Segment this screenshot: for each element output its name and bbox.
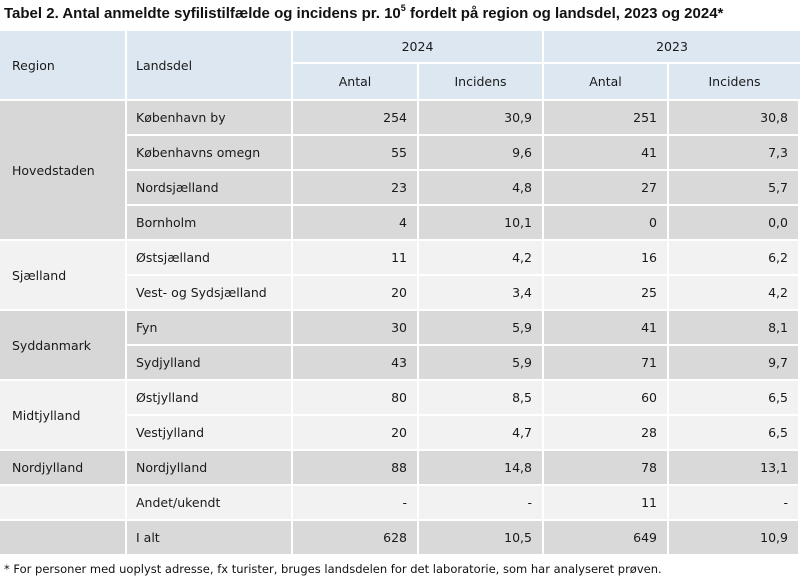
footnote: * For personer med uoplyst adresse, fx t… xyxy=(4,562,662,576)
cell-antal-2024: 23 xyxy=(293,171,417,204)
cell-incidens-2023: 6,2 xyxy=(669,241,798,274)
cell-antal-2023: 25 xyxy=(544,276,667,309)
cell-incidens-2023: - xyxy=(669,486,798,519)
cell-antal-2024: 20 xyxy=(293,276,417,309)
region-cell: Midtjylland xyxy=(0,381,125,449)
cell-landsdel: Østjylland xyxy=(127,381,291,414)
cell-incidens-2024: 4,7 xyxy=(419,416,542,449)
data-table: Region Landsdel 2024 2023 Antal Incidens… xyxy=(0,31,800,555)
cell-antal-2023: 251 xyxy=(544,101,667,134)
cell-landsdel: I alt xyxy=(127,521,291,554)
cell-incidens-2023: 5,7 xyxy=(669,171,798,204)
cell-antal-2024: 11 xyxy=(293,241,417,274)
cell-incidens-2023: 4,2 xyxy=(669,276,798,309)
region-cell-empty xyxy=(0,486,125,519)
cell-incidens-2024: 30,9 xyxy=(419,101,542,134)
region-cell: Hovedstaden xyxy=(0,101,125,239)
cell-antal-2024: 254 xyxy=(293,101,417,134)
cell-incidens-2023: 6,5 xyxy=(669,381,798,414)
region-cell: Sjælland xyxy=(0,241,125,309)
cell-antal-2023: 649 xyxy=(544,521,667,554)
cell-antal-2023: 28 xyxy=(544,416,667,449)
cell-incidens-2024: 10,1 xyxy=(419,206,542,239)
cell-landsdel: Fyn xyxy=(127,311,291,344)
region-cell-empty xyxy=(0,521,125,554)
cell-antal-2023: 16 xyxy=(544,241,667,274)
cell-incidens-2024: 14,8 xyxy=(419,451,542,484)
title-superscript: 5 xyxy=(400,3,406,13)
header-landsdel: Landsdel xyxy=(127,31,291,99)
cell-incidens-2023: 10,9 xyxy=(669,521,798,554)
cell-landsdel: Andet/ukendt xyxy=(127,486,291,519)
table-title: Tabel 2. Antal anmeldte syfilistilfælde … xyxy=(4,3,724,24)
cell-antal-2023: 0 xyxy=(544,206,667,239)
cell-incidens-2024: 5,9 xyxy=(419,346,542,379)
cell-incidens-2023: 0,0 xyxy=(669,206,798,239)
cell-incidens-2024: - xyxy=(419,486,542,519)
region-cell: Syddanmark xyxy=(0,311,125,379)
cell-antal-2024: 628 xyxy=(293,521,417,554)
cell-landsdel: Vest- og Sydsjælland xyxy=(127,276,291,309)
cell-antal-2023: 41 xyxy=(544,136,667,169)
header-region: Region xyxy=(0,31,125,99)
cell-landsdel: Sydjylland xyxy=(127,346,291,379)
cell-incidens-2023: 13,1 xyxy=(669,451,798,484)
title-text-end: fordelt på region og landsdel, 2023 og 2… xyxy=(405,5,724,22)
cell-antal-2024: 30 xyxy=(293,311,417,344)
cell-incidens-2023: 8,1 xyxy=(669,311,798,344)
header-antal-2023: Antal xyxy=(544,64,667,99)
cell-antal-2024: 20 xyxy=(293,416,417,449)
cell-incidens-2024: 8,5 xyxy=(419,381,542,414)
cell-incidens-2024: 10,5 xyxy=(419,521,542,554)
cell-antal-2024: 4 xyxy=(293,206,417,239)
cell-incidens-2024: 4,2 xyxy=(419,241,542,274)
cell-incidens-2023: 6,5 xyxy=(669,416,798,449)
cell-landsdel: København by xyxy=(127,101,291,134)
cell-antal-2024: 43 xyxy=(293,346,417,379)
header-year-2023: 2023 xyxy=(544,31,800,62)
cell-antal-2023: 71 xyxy=(544,346,667,379)
cell-antal-2023: 60 xyxy=(544,381,667,414)
cell-incidens-2024: 3,4 xyxy=(419,276,542,309)
cell-landsdel: Østsjælland xyxy=(127,241,291,274)
cell-antal-2023: 41 xyxy=(544,311,667,344)
cell-antal-2023: 78 xyxy=(544,451,667,484)
header-incidens-2023: Incidens xyxy=(669,64,800,99)
cell-landsdel: Bornholm xyxy=(127,206,291,239)
cell-antal-2024: - xyxy=(293,486,417,519)
cell-incidens-2024: 9,6 xyxy=(419,136,542,169)
cell-landsdel: Nordjylland xyxy=(127,451,291,484)
cell-incidens-2023: 9,7 xyxy=(669,346,798,379)
region-cell: Nordjylland xyxy=(0,451,125,484)
cell-antal-2023: 11 xyxy=(544,486,667,519)
cell-incidens-2024: 4,8 xyxy=(419,171,542,204)
cell-antal-2023: 27 xyxy=(544,171,667,204)
cell-antal-2024: 88 xyxy=(293,451,417,484)
cell-antal-2024: 55 xyxy=(293,136,417,169)
title-text: Tabel 2. Antal anmeldte syfilistilfælde … xyxy=(4,5,401,22)
cell-incidens-2023: 7,3 xyxy=(669,136,798,169)
cell-landsdel: Nordsjælland xyxy=(127,171,291,204)
cell-antal-2024: 80 xyxy=(293,381,417,414)
cell-incidens-2024: 5,9 xyxy=(419,311,542,344)
header-year-2024: 2024 xyxy=(293,31,542,62)
header-antal-2024: Antal xyxy=(293,64,417,99)
cell-incidens-2023: 30,8 xyxy=(669,101,798,134)
cell-landsdel: Københavns omegn xyxy=(127,136,291,169)
header-incidens-2024: Incidens xyxy=(419,64,542,99)
cell-landsdel: Vestjylland xyxy=(127,416,291,449)
